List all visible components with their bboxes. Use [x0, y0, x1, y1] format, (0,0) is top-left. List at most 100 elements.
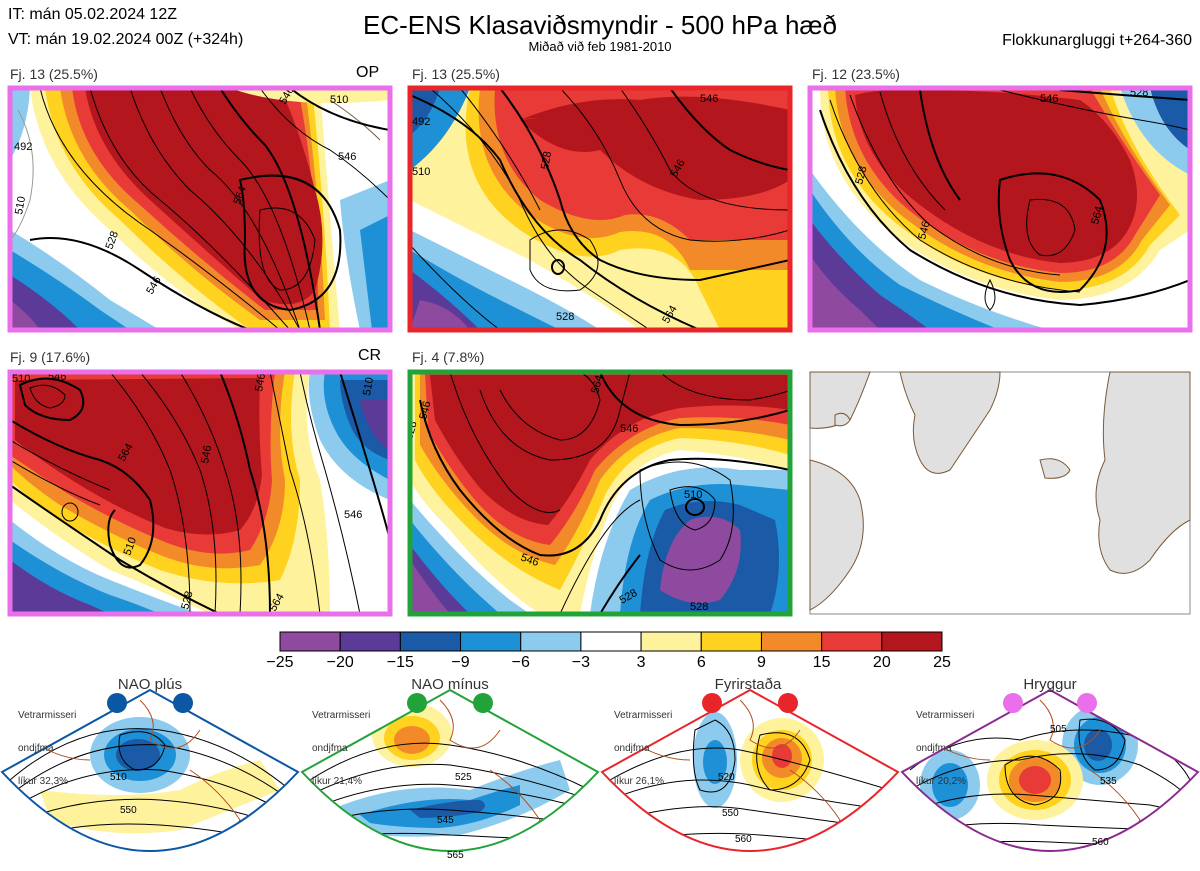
regime-nao-minus-title: NAO mínus — [411, 676, 489, 693]
regime-blocking-contour-label: 520 — [718, 772, 735, 783]
cluster-4-contour-label: 510 — [122, 536, 140, 557]
regime-prob-line: líkur 20,2% — [916, 776, 967, 787]
cluster-4-tag: CR — [358, 347, 382, 364]
cluster-4-contour-label: 510 — [12, 373, 30, 385]
colorbar-swatch — [279, 631, 341, 652]
regime-nao-minus-marker — [407, 693, 427, 713]
colorbar-swatch — [520, 631, 582, 652]
cluster-5-contour-label: 564 — [589, 374, 605, 395]
cluster-5-map: 546 528 564 546 510 528 546 528 — [403, 372, 790, 614]
colorbar-tick-label: −15 — [386, 654, 414, 671]
cluster-3-frame — [807, 85, 1193, 333]
cluster-4-contour-label: 528 — [179, 590, 195, 611]
colorbar-tick-label: 9 — [757, 654, 766, 671]
regime-blocking-title: Fyrirstaða — [714, 676, 782, 693]
regime-ridge-probability: Vetrarmisseri ondjfma líkur 20,2% — [916, 688, 974, 798]
colorbar-tick-label: 15 — [812, 654, 831, 671]
cluster-1-contour-label: 492 — [14, 141, 32, 153]
colorbar-swatch — [460, 631, 522, 652]
cluster-4-map: 510 546 546 546 564 528 546 564 510 510 — [10, 371, 390, 614]
cluster-1-contour-label: 528 — [104, 230, 122, 251]
colorbar-swatch — [881, 631, 943, 652]
regime-prob-line: ondjfma — [18, 743, 54, 754]
cluster-2-contour-label: 528 — [539, 150, 554, 170]
colorbar-tick-label: 20 — [872, 654, 891, 671]
cluster-3-contour-label: 528 — [1130, 87, 1148, 99]
cluster-4-label: Fj. 9 (17.6%) — [10, 349, 91, 365]
regime-prob-line: líkur 32,3% — [18, 776, 69, 787]
regime-ridge-marker — [1077, 693, 1097, 713]
cluster-5-frame — [407, 369, 793, 617]
colorbar-tick-label: −9 — [451, 654, 470, 671]
regime-prob-line: líkur 21,4% — [312, 776, 363, 787]
cluster-2-contour-label: 528 — [556, 311, 574, 323]
colorbar-tick-label: −25 — [266, 654, 294, 671]
cluster-1-map: 492 510 528 546 546 546 564 510 — [10, 88, 390, 330]
cluster-2-contour-label: 546 — [700, 93, 718, 105]
regime-nao-plus-contour-label: 550 — [120, 805, 137, 816]
cluster-5-contour-label: 528 — [403, 420, 419, 441]
colorbar-swatch — [580, 631, 642, 652]
regime-ridge-frame — [900, 688, 1200, 852]
regime-ridge-contour-label: 505 — [1050, 724, 1067, 735]
regime-nao-minus-marker — [473, 693, 493, 713]
cluster-4-contour-label: 546 — [199, 444, 214, 464]
colorbar-tick-label: 6 — [696, 654, 706, 671]
cluster-5-contour-label: 546 — [620, 423, 638, 435]
regime-nao-plus-contour-label: 510 — [110, 772, 127, 783]
regime-nao-plus-probability: Vetrarmisseri ondjfma líkur 32,3% — [18, 688, 76, 798]
regime-blocking-marker — [702, 693, 722, 713]
regime-prob-line: ondjfma — [916, 743, 952, 754]
regime-nao-plus-marker — [173, 693, 193, 713]
cluster-1-tag: OP — [356, 64, 380, 81]
cluster-1-frame — [7, 85, 393, 333]
regime-ridge-marker — [1003, 693, 1023, 713]
regime-blocking-probability: Vetrarmisseri ondjfma líkur 26,1% — [614, 688, 672, 798]
init-time: IT: mán 05.02.2024 12Z — [8, 6, 177, 23]
cluster-3-contour-label: 546 — [1040, 93, 1058, 105]
colorbar-swatch — [760, 631, 823, 652]
cluster-1-label: Fj. 13 (25.5%) — [10, 66, 98, 82]
cluster-4-contour-label: 546 — [253, 372, 268, 392]
colorbar-swatch — [399, 631, 462, 652]
colorbar-tick-label: −3 — [571, 654, 591, 671]
cluster-4-contour-label: 546 — [48, 371, 66, 383]
regime-ridge-title: Hryggur — [1023, 676, 1077, 693]
regime-prob-line: Vetrarmisseri — [614, 710, 673, 721]
cluster-5-label: Fj. 4 (7.8%) — [412, 349, 485, 365]
regime-ridge-contour-label: 535 — [1100, 776, 1117, 787]
regime-prob-line: ondjfma — [312, 743, 348, 754]
cluster-5-contour-label: 546 — [417, 400, 433, 421]
regime-ridge-contour-label: 560 — [1092, 837, 1109, 848]
cluster-4-frame — [7, 369, 393, 617]
colorbar-swatch — [700, 631, 762, 652]
page-title: EC-ENS Klasaviðsmyndir - 500 hPa hæð — [363, 10, 837, 40]
cluster-4-contour-label: 546 — [344, 509, 362, 521]
valid-time: VT: mán 19.02.2024 00Z (+324h) — [8, 31, 244, 48]
regime-blocking-marker — [778, 693, 798, 713]
cluster-5-contour-label: 528 — [690, 601, 708, 613]
colorbar-tick-label: −6 — [511, 654, 530, 671]
cluster-3-contour-label: 528 — [853, 165, 869, 186]
regime-prob-line: Vetrarmisseri — [916, 710, 975, 721]
colorbar-swatch — [821, 631, 883, 652]
regime-blocking-contour-label: 560 — [735, 834, 752, 845]
regime-nao-minus-probability: Vetrarmisseri ondjfma líkur 21,4% — [312, 688, 370, 798]
regime-blocking-contour-label: 550 — [722, 808, 739, 819]
reference-map — [809, 371, 1191, 615]
regime-nao-plus-frame — [0, 688, 300, 852]
classification-window: Flokkunargluggi t+264-360 — [1002, 32, 1192, 49]
colorbar-swatch — [339, 631, 401, 652]
cluster-3-map: 528 546 546 564 528 — [810, 87, 1190, 330]
colorbar-swatch — [640, 631, 702, 652]
regime-nao-minus-contour-label: 525 — [455, 772, 472, 783]
regime-blocking-frame — [600, 688, 900, 852]
regime-prob-line: ondjfma — [614, 743, 650, 754]
cluster-3-contour-label: 546 — [916, 220, 932, 241]
cluster-5-contour-label: 546 — [519, 552, 540, 570]
cluster-2-contour-label: 510 — [412, 166, 430, 178]
cluster-1-contour-label: 546 — [338, 151, 356, 163]
cluster-3-label: Fj. 12 (23.5%) — [812, 66, 900, 82]
colorbar — [279, 631, 943, 652]
regime-nao-minus-frame — [300, 688, 600, 852]
